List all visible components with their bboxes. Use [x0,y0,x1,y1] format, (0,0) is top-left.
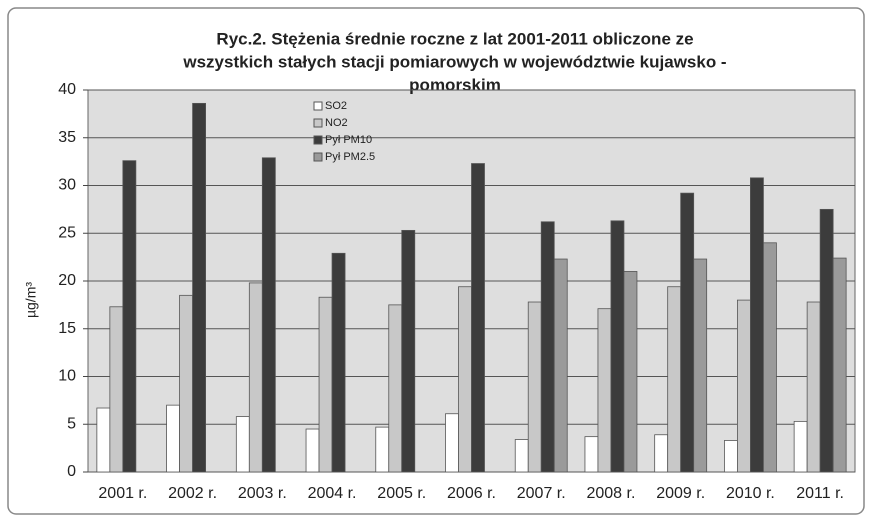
bar [331,252,346,473]
bar [819,208,834,473]
bar [192,102,206,473]
x-tick-label: 2009 r. [656,485,705,502]
y-tick-label: 15 [58,320,76,337]
bar [750,177,764,473]
bar [96,407,111,473]
bar [122,160,137,473]
bar [654,434,669,473]
bar [471,163,485,473]
bar [458,286,472,473]
bar [793,420,808,473]
chart-title: pomorskim [409,75,501,94]
bar [724,440,738,473]
legend-label: Pył PM2.5 [325,151,375,163]
legend-swatch [313,101,323,111]
y-tick-label: 40 [58,81,76,98]
bar [261,157,276,473]
legend-swatch [313,118,323,128]
bar [514,439,529,473]
bar [763,242,777,473]
bar [553,258,568,473]
y-tick-label: 0 [67,463,76,480]
y-tick-label: 30 [58,177,76,194]
legend-label: Pył PM10 [325,134,372,146]
bar [610,220,625,473]
x-tick-label: 2005 r. [377,485,426,502]
bar [527,301,542,473]
y-tick-label: 25 [58,224,76,241]
bar [388,304,403,473]
bar [109,306,124,473]
bar [375,426,390,473]
chart-title: Ryc.2. Stężenia średnie roczne z lat 200… [216,29,693,48]
legend-swatch [313,135,323,145]
x-tick-label: 2011 r. [796,485,844,502]
x-tick-label: 2003 r. [238,485,287,502]
bar [693,258,708,473]
bar [806,301,821,473]
y-tick-label: 10 [58,368,76,385]
bar [667,286,682,473]
legend-label: SO2 [325,100,347,112]
bar [680,192,695,473]
x-tick-label: 2007 r. [517,485,566,502]
chart-title: wszystkich stałych stacji pomiarowych w … [182,52,726,71]
bar [248,282,263,473]
bar [540,221,555,473]
x-tick-label: 2010 r. [726,485,775,502]
x-tick-label: 2004 r. [308,485,357,502]
x-tick-label: 2006 r. [447,485,496,502]
bar [166,404,180,473]
legend-swatch [313,152,323,162]
x-tick-label: 2002 r. [168,485,217,502]
y-axis-label: µg/m³ [23,282,39,318]
bar [597,308,612,473]
bar [737,299,751,473]
y-tick-label: 5 [67,415,76,432]
y-tick-label: 35 [58,129,76,146]
bar [623,271,638,473]
bar [318,296,333,473]
y-tick-label: 20 [58,272,76,289]
legend-label: NO2 [325,117,348,129]
bar [832,257,847,473]
bar [179,294,193,473]
bar [445,413,459,473]
x-tick-label: 2008 r. [586,485,635,502]
x-tick-label: 2001 r. [98,485,147,502]
bar [584,436,599,473]
bar [235,416,250,473]
bar [401,229,416,473]
bar [305,428,320,473]
